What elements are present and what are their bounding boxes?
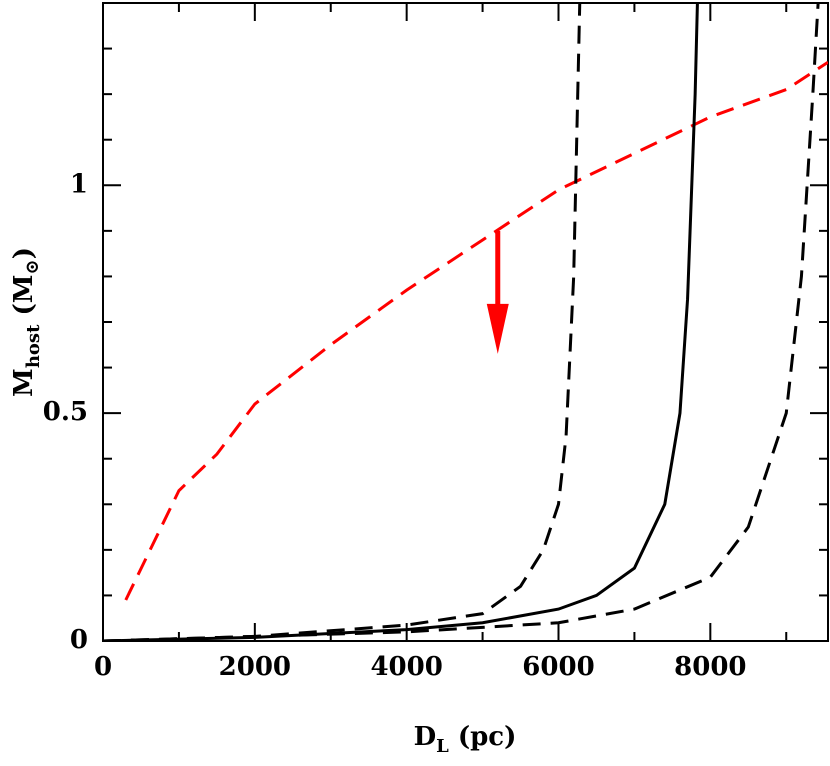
y-axis-label: Mhost (M⊙) <box>9 247 44 397</box>
y-label-symbol: ⊙ <box>22 259 43 274</box>
data-line <box>103 3 582 641</box>
x-tick-label: 6000 <box>522 652 594 682</box>
y-label-close: ) <box>9 247 39 259</box>
y-tick-label: 1 <box>70 169 88 199</box>
y-label-sub: host <box>23 324 44 368</box>
plot-frame <box>102 2 829 642</box>
y-label-main: M <box>9 368 39 397</box>
data-line <box>103 3 820 641</box>
x-label-sub: L <box>436 736 449 757</box>
data-line <box>103 3 699 641</box>
x-tick-label: 2000 <box>219 652 291 682</box>
limit-arrow-head <box>486 303 509 354</box>
data-line <box>124 60 828 601</box>
plot-lines <box>103 3 828 641</box>
x-tick-label: 8000 <box>674 652 746 682</box>
y-tick-label: 0.5 <box>43 397 88 427</box>
x-label-main: D <box>414 722 437 752</box>
x-axis-label: DL (pc) <box>414 722 517 757</box>
y-label-rest: (M <box>9 274 39 324</box>
x-tick-label: 0 <box>94 652 112 682</box>
x-label-rest: (pc) <box>449 722 517 752</box>
x-tick-label: 4000 <box>370 652 442 682</box>
y-tick-label: 0 <box>70 625 88 655</box>
